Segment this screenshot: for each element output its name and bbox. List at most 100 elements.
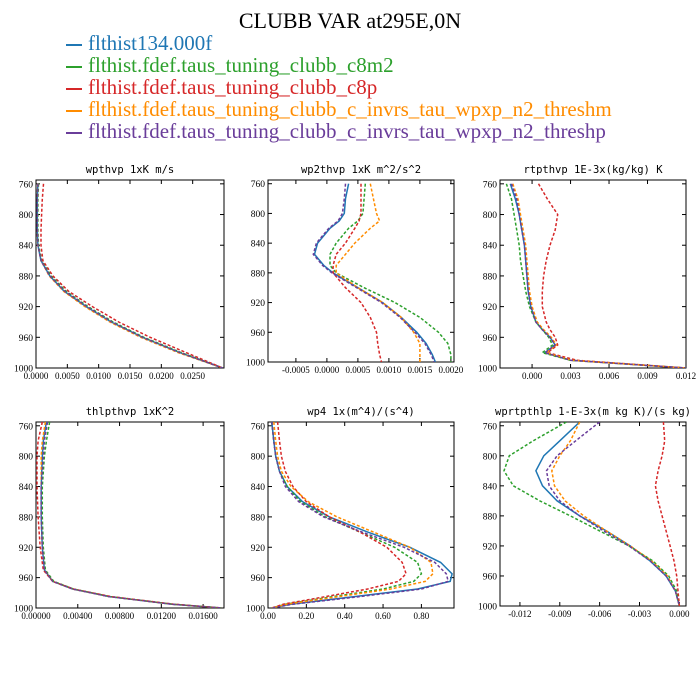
x-tick-label: 0.0015	[408, 365, 433, 375]
legend-item: flthist.fdef.taus_tuning_clubb_c_invrs_t…	[66, 98, 612, 120]
series-line-3	[551, 422, 681, 606]
panel-1: wp2thvp 1xK m^2/s^2 760 800 840 880 920 960 100…	[246, 164, 464, 375]
x-tick-label: 0.012	[676, 371, 696, 381]
series-line-0	[36, 183, 223, 368]
chart-title: CLUBB VAR at295E,0N	[238, 8, 462, 33]
series-line-1	[37, 183, 223, 368]
y-tick-label: 840	[251, 483, 266, 493]
x-tick-label: 0.000	[522, 371, 543, 381]
y-tick-label: 880	[251, 513, 266, 523]
y-tick-label: 760	[19, 422, 34, 432]
panel-3: thlpthvp 1xK^276080084088092096010000.00…	[14, 406, 225, 621]
x-tick-label: 0.0100	[86, 371, 111, 381]
panel-title: wp2thvp 1xK m^2/s^2	[301, 164, 421, 176]
y-tick-label: 760	[19, 180, 34, 190]
y-tick-label: 800	[483, 211, 498, 221]
panel-0: wpthvp 1xK m/s76080084088092096010000.00…	[14, 164, 225, 381]
legend-item: flthist134.000f	[66, 32, 612, 54]
legend-swatch-4	[66, 132, 82, 135]
y-tick-label: 840	[251, 240, 266, 250]
series-line-4	[40, 422, 222, 608]
x-tick-label: 0.40	[337, 611, 353, 621]
series-line-1	[41, 422, 222, 608]
y-tick-label: 960	[483, 334, 498, 344]
y-tick-label: 960	[483, 572, 498, 582]
series-line-3	[271, 422, 434, 608]
y-tick-label: 880	[483, 272, 498, 282]
x-tick-label: 0.0250	[180, 371, 205, 381]
panel-5: wprtpthlp 1-E-3x(m kg K)/(s kg) 760 800 840…	[478, 406, 691, 619]
panel-title: wpthvp 1xK m/s	[86, 164, 175, 176]
plot-frame	[499, 421, 687, 607]
panel-title: rtpthvp 1E-3x(kg/kg) K	[523, 164, 663, 176]
series-line-0	[271, 422, 453, 608]
legend-label: flthist134.000f	[88, 31, 213, 55]
legend-item: flthist.fdef.taus_tuning_clubb_c_invrs_t…	[66, 120, 612, 142]
y-tick-label: 1000	[478, 365, 497, 375]
y-tick-label: 1000	[478, 603, 497, 613]
y-tick-label: 1000	[14, 365, 33, 375]
x-tick-label: 0.00400	[63, 611, 93, 621]
series-line-2	[537, 183, 686, 368]
plot-frame	[267, 421, 455, 609]
legend-swatch-1	[66, 66, 82, 69]
plot-frame	[499, 179, 687, 369]
panel-4: wp4 1x(m^4)/(s^4)76080084088092096010000…	[246, 406, 455, 621]
legend-label: flthist.fdef.taus_tuning_clubb_c_invrs_t…	[88, 119, 606, 143]
plot-frame	[267, 179, 455, 363]
series-line-2	[332, 183, 383, 362]
x-tick-label: 0.0010	[377, 365, 402, 375]
series-line-1	[329, 183, 452, 362]
series-line-0	[313, 183, 437, 362]
legend-label: flthist.fdef.taus_tuning_clubb_c_invrs_t…	[88, 97, 612, 121]
x-tick-label: 0.0000	[24, 371, 49, 381]
series-line-4	[312, 183, 435, 362]
y-tick-label: 1000	[246, 605, 265, 615]
series-line-2	[36, 422, 222, 608]
x-tick-label: 0.003	[560, 371, 581, 381]
series-line-4	[545, 422, 681, 606]
y-tick-label: 960	[19, 574, 34, 584]
x-tick-label: 0.009	[637, 371, 658, 381]
y-tick-label: 840	[19, 483, 34, 493]
x-tick-label: 0.20	[298, 611, 314, 621]
y-tick-label: 800	[19, 453, 34, 463]
panel-title: wp4 1x(m^4)/(s^4)	[307, 406, 414, 418]
series-line-2	[271, 422, 407, 608]
legend-swatch-3	[66, 110, 82, 113]
x-tick-label: 0.60	[375, 611, 391, 621]
y-tick-label: 960	[251, 329, 266, 339]
y-tick-label: 880	[19, 513, 34, 523]
y-tick-label: 800	[251, 210, 266, 220]
series-line-4	[271, 422, 450, 608]
x-tick-label: -0.009	[548, 609, 572, 619]
y-tick-label: 1000	[14, 605, 33, 615]
x-tick-label: 0.0150	[118, 371, 143, 381]
series-line-0	[535, 422, 681, 606]
y-tick-label: 880	[483, 512, 498, 522]
x-tick-label: 0.0020	[439, 365, 464, 375]
y-tick-label: 840	[483, 482, 498, 492]
x-tick-label: 0.0005	[346, 365, 371, 375]
x-tick-label: 0.01600	[188, 611, 218, 621]
series-line-2	[40, 183, 223, 368]
panel-title: thlpthvp 1xK^2	[86, 406, 175, 418]
x-tick-label: 0.00000	[21, 611, 51, 621]
legend-label: flthist.fdef.taus_tuning_clubb_c8m2	[88, 53, 394, 77]
x-tick-label: 0.000	[669, 609, 690, 619]
series-line-3	[40, 422, 222, 608]
y-tick-label: 960	[251, 574, 266, 584]
y-tick-label: 760	[251, 422, 266, 432]
x-tick-label: -0.006	[588, 609, 612, 619]
y-tick-label: 840	[19, 242, 34, 252]
x-tick-label: 0.0000	[315, 365, 340, 375]
series-line-4	[510, 183, 686, 368]
series-line-1	[503, 422, 681, 606]
y-tick-label: 880	[251, 269, 266, 279]
x-tick-label: 0.00	[260, 611, 276, 621]
x-tick-label: 0.00800	[105, 611, 135, 621]
panel-title: wprtpthlp 1-E-3x(m kg K)/(s kg)	[495, 406, 691, 418]
y-tick-label: 920	[483, 542, 498, 552]
series-line-1	[505, 183, 686, 368]
